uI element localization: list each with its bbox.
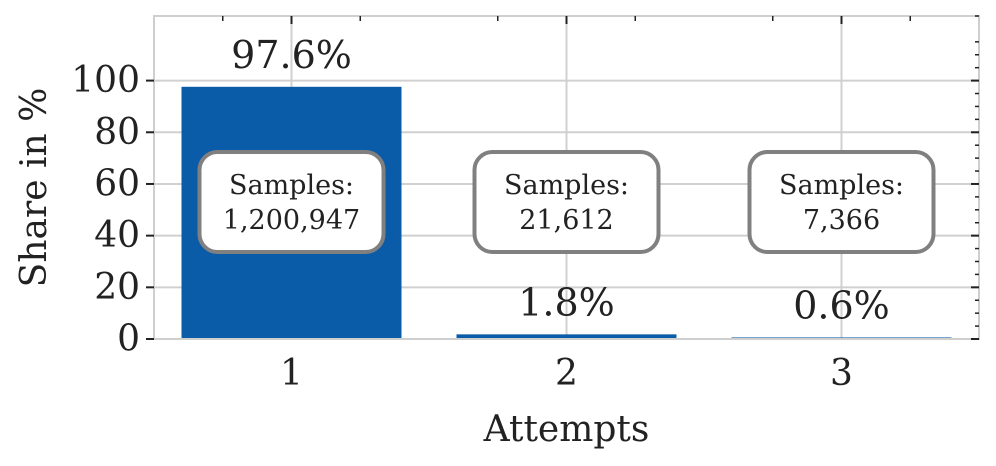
x-tick-label: 1 <box>280 353 303 394</box>
sample-box-value: 1,200,947 <box>223 205 360 236</box>
y-tick-label: 20 <box>94 267 140 308</box>
sample-box-value: 7,366 <box>803 205 880 236</box>
x-tick-label: 3 <box>830 353 853 394</box>
bar-value-label: 1.8% <box>518 280 615 324</box>
y-tick-label: 40 <box>94 215 140 256</box>
y-tick-label: 0 <box>117 319 140 360</box>
sample-box: Samples: 7,366 <box>747 150 936 254</box>
y-tick-label: 100 <box>71 60 140 101</box>
sample-box-frame <box>197 150 386 254</box>
x-tick-labels: 1 2 3 <box>280 353 853 394</box>
tick-marks <box>146 15 979 340</box>
sample-box-frame <box>472 150 661 254</box>
bar <box>456 334 677 339</box>
y-tick-labels: 0 20 40 60 80 100 <box>71 60 140 359</box>
y-axis-title: Share in % <box>14 88 55 288</box>
sample-box-title: Samples: <box>779 170 904 201</box>
sample-box-value: 21,612 <box>519 205 613 236</box>
y-tick-label: 60 <box>94 163 140 204</box>
sample-box-title: Samples: <box>229 170 354 201</box>
sample-box-title: Samples: <box>504 170 629 201</box>
sample-box: Samples: 1,200,947 <box>197 150 386 254</box>
y-tick-label: 80 <box>94 112 140 153</box>
bar-value-label: 97.6% <box>231 33 352 77</box>
sample-annotations: Samples: 1,200,947 Samples: 21,612 Samples: 7… <box>197 150 936 254</box>
sample-box: Samples: 21,612 <box>472 150 661 254</box>
sample-box-frame <box>747 150 936 254</box>
bar-value-labels: 97.6% 1.8% 0.6% <box>231 33 890 328</box>
x-tick-label: 2 <box>555 353 578 394</box>
bar-value-label: 0.6% <box>793 283 890 327</box>
x-axis-title: Attempts <box>483 409 650 450</box>
